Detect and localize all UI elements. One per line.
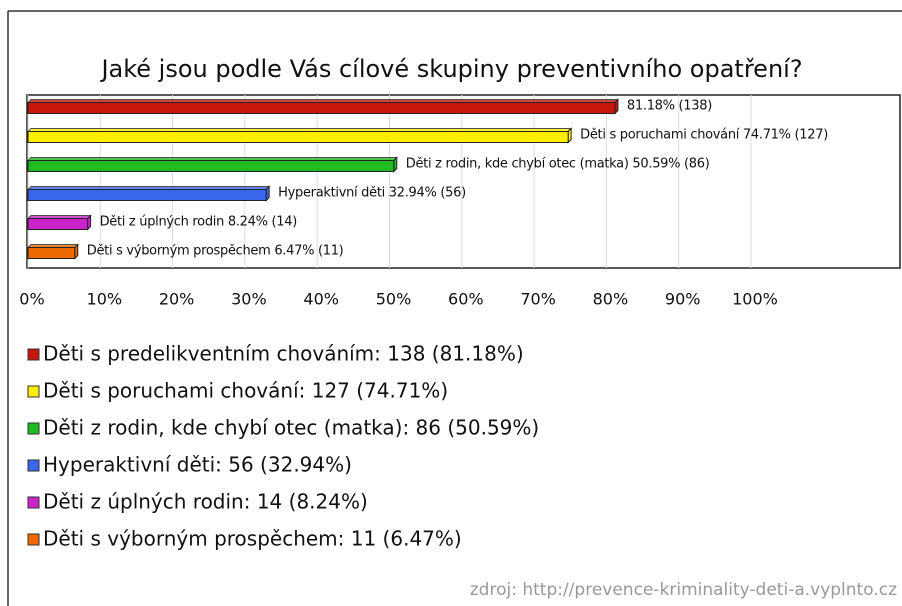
source: zdroj: http://prevence-kriminality-deti-…: [470, 580, 897, 600]
legend-label: Hyperaktivní děti: 56 (32.94%): [43, 453, 352, 477]
x-tick-label: 50%: [376, 290, 412, 309]
legend-swatch: [27, 422, 40, 435]
bar: [27, 160, 395, 172]
x-tick-label: 100%: [732, 290, 778, 309]
x-tick-label: 60%: [448, 290, 484, 309]
bar-label: Hyperaktivní děti 32.94% (56): [278, 186, 466, 201]
x-tick-label: 40%: [303, 290, 339, 309]
bar: [27, 218, 89, 230]
x-tick-label: 10%: [87, 290, 123, 309]
bar-label: Děti s poruchami chování 74.71% (127): [580, 128, 828, 143]
x-tick-label: 0%: [19, 290, 44, 309]
bar-label: Děti s výborným prospěchem 6.47% (11): [87, 244, 344, 259]
x-tick-label: 80%: [593, 290, 629, 309]
chart-title: Jaké jsou podle Vás cílové skupiny preve…: [99, 55, 802, 83]
x-tick-label: 20%: [159, 290, 195, 309]
legend-swatch: [27, 348, 40, 361]
bar: [27, 189, 267, 201]
x-tick-label: 70%: [520, 290, 556, 309]
x-tick-label: 30%: [231, 290, 267, 309]
bar-label: 81.18% (138): [627, 99, 712, 114]
plot: 81.18% (138) Děti s poruchami chování 74.…: [27, 95, 828, 268]
legend-label: Děti s poruchami chování: 127 (74.71%): [43, 379, 448, 403]
bar: [27, 247, 76, 259]
legend-label: Děti z rodin, kde chybí otec (matka): 86…: [43, 416, 539, 440]
x-tick-label: 90%: [665, 290, 701, 309]
bar: [27, 102, 616, 114]
bar-label: Děti z úplných rodin 8.24% (14): [100, 215, 297, 230]
legend-label: Děti s predelikventním chováním: 138 (81…: [43, 342, 524, 366]
legend-label: Děti z úplných rodin: 14 (8.24%): [43, 490, 368, 514]
legend-swatch: [27, 533, 40, 546]
bar: [27, 131, 569, 143]
legend-swatch: [27, 496, 40, 509]
legend-swatch: [27, 385, 40, 398]
legend-label: Děti s výborným prospěchem: 11 (6.47%): [43, 527, 462, 551]
plot-area: [26, 94, 901, 269]
bar-label: Děti z rodin, kde chybí otec (matka) 50.…: [406, 157, 710, 172]
legend-swatch: [27, 459, 40, 472]
